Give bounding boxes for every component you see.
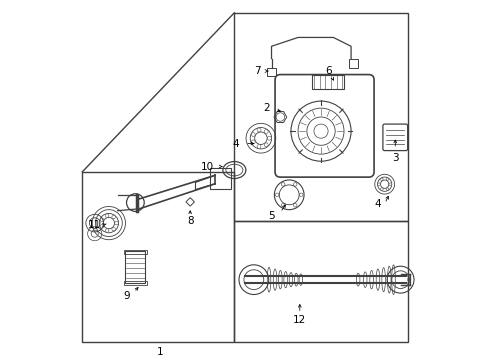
Bar — [124, 281, 147, 285]
Text: 4: 4 — [374, 199, 381, 209]
Circle shape — [381, 178, 383, 181]
Circle shape — [112, 215, 115, 219]
Bar — [210, 168, 231, 189]
Circle shape — [264, 143, 268, 147]
Text: 7: 7 — [254, 66, 261, 76]
Circle shape — [112, 227, 115, 231]
Circle shape — [100, 218, 104, 221]
Text: 10: 10 — [201, 162, 215, 171]
Circle shape — [381, 188, 383, 190]
Circle shape — [251, 140, 255, 144]
Text: 6: 6 — [325, 66, 331, 76]
Bar — [267, 68, 276, 76]
Bar — [234, 13, 408, 221]
Bar — [124, 249, 147, 254]
Text: 8: 8 — [187, 216, 194, 226]
Circle shape — [378, 183, 380, 185]
Circle shape — [386, 178, 389, 181]
Circle shape — [389, 183, 392, 185]
Text: 3: 3 — [392, 153, 398, 163]
Circle shape — [386, 188, 389, 190]
Circle shape — [251, 132, 255, 136]
Text: 1: 1 — [157, 347, 164, 357]
Circle shape — [100, 225, 104, 228]
Text: 4: 4 — [233, 139, 240, 149]
Circle shape — [264, 130, 268, 134]
Text: 12: 12 — [293, 315, 306, 325]
Bar — [82, 172, 234, 342]
Circle shape — [257, 128, 261, 132]
Circle shape — [105, 214, 109, 217]
Text: 5: 5 — [268, 211, 275, 221]
Circle shape — [115, 221, 118, 225]
Bar — [234, 221, 408, 342]
Bar — [125, 251, 145, 283]
Text: 2: 2 — [263, 103, 270, 113]
Bar — [312, 75, 344, 89]
Text: 9: 9 — [123, 291, 130, 301]
Circle shape — [105, 229, 109, 232]
Circle shape — [257, 145, 261, 148]
Circle shape — [268, 136, 271, 140]
Bar — [349, 59, 358, 68]
Text: 11: 11 — [88, 220, 101, 230]
